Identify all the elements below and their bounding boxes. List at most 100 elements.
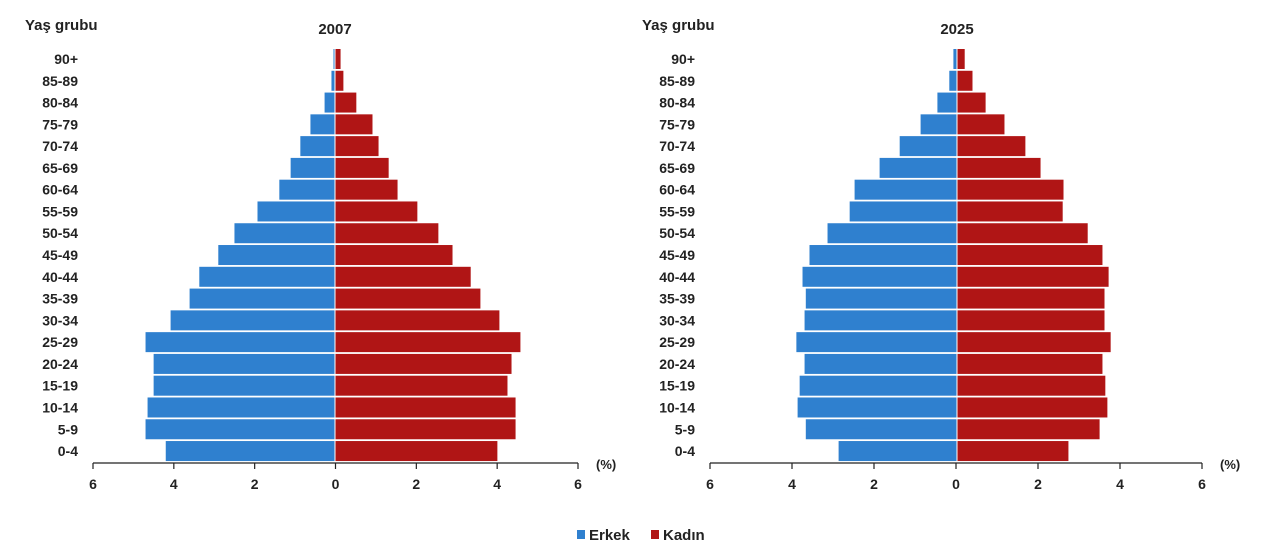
bar-male	[898, 135, 958, 158]
bar-female	[956, 352, 1104, 375]
bar-male	[798, 374, 958, 397]
bar-female	[956, 48, 966, 70]
age-group-label: 70-74	[42, 138, 78, 154]
x-axis-unit: (%)	[596, 457, 616, 472]
bar-male	[198, 265, 336, 288]
age-group-label: 40-44	[42, 269, 78, 285]
bar-female	[334, 287, 482, 310]
bar-male	[289, 156, 336, 179]
bar-male	[256, 200, 336, 223]
age-group-label: 20-24	[659, 356, 695, 372]
x-tick-label: 4	[788, 476, 796, 492]
age-group-label: 55-59	[42, 203, 78, 219]
age-group-label: 75-79	[659, 116, 695, 132]
age-group-label: 35-39	[42, 291, 78, 307]
legend: Erkek Kadın	[577, 527, 705, 544]
age-group-label: 60-64	[42, 182, 78, 198]
bar-male	[309, 113, 336, 136]
age-group-label: 70-74	[659, 138, 695, 154]
bar-female	[956, 113, 1006, 136]
age-group-label: 45-49	[42, 247, 78, 263]
x-tick-label: 2	[251, 476, 259, 492]
bar-male	[164, 440, 336, 463]
bar-male	[233, 222, 336, 245]
x-tick-label: 0	[332, 476, 340, 492]
age-group-label: 5-9	[58, 421, 78, 437]
x-tick-label: 0	[952, 476, 960, 492]
bar-male	[919, 113, 958, 136]
bar-female	[334, 48, 342, 70]
bar-female	[956, 200, 1064, 223]
bar-female	[334, 222, 440, 245]
bar-male	[948, 69, 958, 92]
bar-female	[956, 396, 1109, 419]
age-group-label: 85-89	[42, 73, 78, 89]
bar-female	[956, 265, 1110, 288]
legend-swatch-male	[577, 530, 585, 539]
bar-female	[334, 440, 499, 463]
x-tick-label: 6	[1198, 476, 1206, 492]
age-group-label: 35-39	[659, 291, 695, 307]
age-group-label: 40-44	[659, 269, 695, 285]
x-tick-label: 6	[706, 476, 714, 492]
bar-female	[334, 374, 509, 397]
bar-female	[956, 156, 1042, 179]
bar-female	[956, 287, 1106, 310]
age-group-label: 30-34	[659, 312, 695, 328]
bar-female	[334, 418, 517, 441]
bar-female	[334, 352, 513, 375]
bar-male	[853, 178, 958, 201]
age-group-label: 45-49	[659, 247, 695, 263]
bar-male	[804, 287, 958, 310]
bar-male	[217, 244, 336, 267]
bar-male	[278, 178, 336, 201]
x-tick-label: 2	[870, 476, 878, 492]
age-group-label: 15-19	[659, 378, 695, 394]
age-group-label: 85-89	[659, 73, 695, 89]
bar-male	[152, 374, 336, 397]
bar-female	[334, 244, 454, 267]
bar-female	[334, 91, 358, 114]
bar-female	[334, 69, 345, 92]
age-group-label: 10-14	[659, 399, 695, 415]
bar-male	[826, 222, 958, 245]
legend-swatch-female	[651, 530, 659, 539]
bar-male	[795, 331, 958, 354]
age-group-label: 25-29	[659, 334, 695, 350]
x-tick-label: 4	[493, 476, 501, 492]
bar-female	[334, 265, 472, 288]
bar-male	[146, 396, 336, 419]
age-group-label: 0-4	[58, 443, 78, 459]
bar-female	[956, 178, 1065, 201]
bar-male	[803, 352, 958, 375]
bar-male	[804, 418, 958, 441]
age-group-label: 20-24	[42, 356, 78, 372]
bar-female	[334, 331, 522, 354]
x-tick-label: 4	[170, 476, 178, 492]
bar-female	[956, 331, 1112, 354]
bar-male	[330, 69, 336, 92]
bar-male	[952, 48, 958, 70]
age-group-label: 65-69	[42, 160, 78, 176]
bar-male	[803, 309, 958, 332]
bar-male	[144, 418, 336, 441]
age-group-label: 10-14	[42, 399, 78, 415]
age-group-label: 50-54	[42, 225, 78, 241]
bar-female	[334, 135, 380, 158]
bar-female	[334, 113, 374, 136]
x-axis-unit: (%)	[1220, 457, 1240, 472]
bar-female	[956, 69, 974, 92]
x-tick-label: 4	[1116, 476, 1124, 492]
bar-female	[956, 440, 1070, 463]
age-group-label: 30-34	[42, 312, 78, 328]
age-group-label: 75-79	[42, 116, 78, 132]
age-group-label: 90+	[671, 51, 695, 67]
bar-female	[334, 156, 390, 179]
bar-female	[334, 200, 419, 223]
bar-male	[796, 396, 958, 419]
age-group-label: 5-9	[675, 421, 695, 437]
x-tick-label: 2	[412, 476, 420, 492]
x-tick-label: 6	[89, 476, 97, 492]
bar-male	[936, 91, 958, 114]
bar-male	[169, 309, 336, 332]
